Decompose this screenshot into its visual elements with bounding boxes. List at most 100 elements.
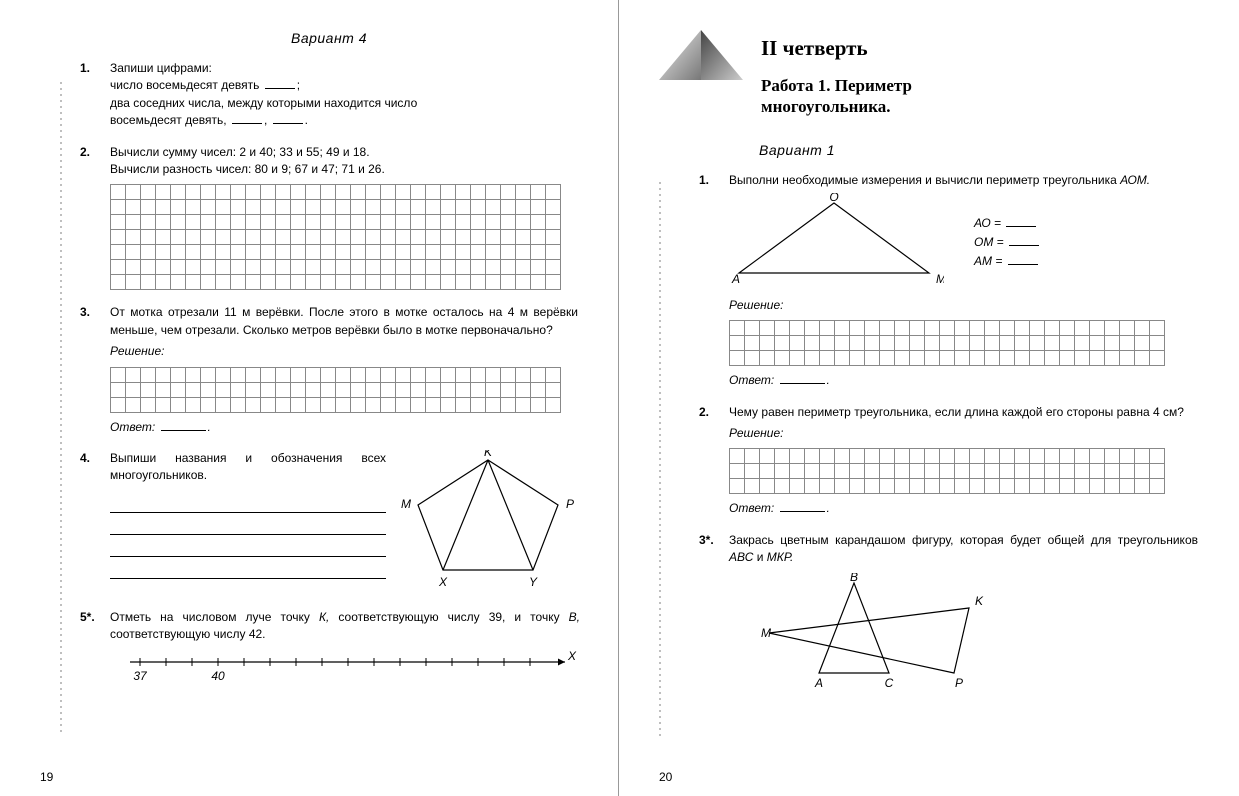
answer-row: Ответ: . <box>729 372 1198 389</box>
answer-label: Ответ: <box>110 420 159 434</box>
t4-text: Выпиши названия и обозначения всех много… <box>110 451 386 482</box>
left-content: Вариант 4 1. Запиши цифрами: число восем… <box>80 30 578 686</box>
solution-label: Решение: <box>729 425 1198 442</box>
triangle-aom: A O M <box>729 193 944 293</box>
answer-grid-t2[interactable] <box>110 184 561 290</box>
page-number-left: 19 <box>40 770 53 784</box>
rtask-1: 1. Выполни необходимые измерения и вычис… <box>699 172 1198 390</box>
task-2-body: Вычисли сумму чисел: 2 и 40; 33 и 55; 49… <box>110 144 578 291</box>
label-B: B <box>850 573 858 584</box>
rtask-3-num: 3*. <box>699 532 729 547</box>
rt1-fig-row: A O M АО = ОМ = АМ = <box>729 193 1198 293</box>
right-content: Вариант 1 1. Выполни необходимые измерен… <box>699 142 1198 691</box>
answer-grid-rt1[interactable] <box>729 320 1165 366</box>
task-5-num: 5*. <box>80 609 110 624</box>
t1-line4a: восемьдесят девять, <box>110 113 230 127</box>
rt3-mkp: МКР. <box>767 550 794 564</box>
rt1-em: АОМ. <box>1120 173 1150 187</box>
write-line[interactable] <box>110 563 386 579</box>
rt1-text: Выполни необходимые измерения и вычисли … <box>729 173 1120 187</box>
rtask-2-num: 2. <box>699 404 729 419</box>
t3-text: От мотка отрезали 11 м верёвки. После эт… <box>110 305 578 336</box>
t4-left: Выпиши названия и обозначения всех много… <box>110 450 386 595</box>
section-title: II четверть <box>761 36 1198 61</box>
variant-title-left: Вариант 4 <box>80 30 578 46</box>
answer-row: Ответ: . <box>110 419 578 436</box>
task-1-body: Запиши цифрами: число восемьдесят девять… <box>110 60 578 130</box>
answer-end: . <box>827 501 830 515</box>
blank[interactable] <box>273 123 303 124</box>
task-4-num: 4. <box>80 450 110 465</box>
t5-v: В, <box>569 610 580 624</box>
rtask-2: 2. Чему равен периметр треугольника, есл… <box>699 404 1198 518</box>
eq-block: АО = ОМ = АМ = <box>974 214 1041 272</box>
write-line[interactable] <box>110 519 386 535</box>
rt3-and: и <box>753 550 766 564</box>
blank[interactable] <box>780 511 825 512</box>
blank[interactable] <box>1008 264 1038 265</box>
answer-grid-rt2[interactable] <box>729 448 1165 494</box>
blank[interactable] <box>265 88 295 89</box>
page-number-right: 20 <box>659 770 672 784</box>
eq1: АО = <box>974 214 1041 233</box>
answer-label: Ответ: <box>729 501 778 515</box>
t1-line4c: . <box>305 113 308 127</box>
task-5-body: Отметь на числовом луче точку К, соответ… <box>110 609 580 686</box>
t1-line1: Запиши цифрами: <box>110 61 212 75</box>
eq2: ОМ = <box>974 233 1041 252</box>
answer-row: Ответ: . <box>729 500 1198 517</box>
blank[interactable] <box>232 123 262 124</box>
rtask-1-num: 1. <box>699 172 729 187</box>
page-right: II четверть Работа 1. Периметр многоугол… <box>619 0 1238 796</box>
right-header: II четверть Работа 1. Периметр многоугол… <box>659 30 1198 134</box>
task-1-num: 1. <box>80 60 110 75</box>
work-title: Работа 1. Периметр многоугольника. <box>761 75 1198 118</box>
t2-line1: Вычисли сумму чисел: 2 и 40; 33 и 55; 49… <box>110 145 370 159</box>
t1-line4b: , <box>264 113 271 127</box>
label-M: M <box>761 626 771 640</box>
dotted-rule-right <box>659 180 661 736</box>
write-line[interactable] <box>110 541 386 557</box>
label-A: A <box>731 272 740 286</box>
t4-figure: K M P X Y <box>398 450 578 595</box>
label-K: K <box>975 594 984 608</box>
axis-label-X: X <box>567 650 577 663</box>
t5-a: Отметь на числовом луче точку <box>110 610 319 624</box>
label-P: P <box>955 676 963 690</box>
solution-label: Решение: <box>110 343 578 360</box>
eq3: АМ = <box>974 252 1041 271</box>
t5-k: К, <box>319 610 329 624</box>
task-3: 3. От мотка отрезали 11 м верёвки. После… <box>80 304 578 436</box>
dotted-rule-left <box>60 80 62 736</box>
answer-grid-t3[interactable] <box>110 367 561 413</box>
blank[interactable] <box>1006 226 1036 227</box>
label-K: K <box>484 450 493 459</box>
page-left: Вариант 4 1. Запиши цифрами: число восем… <box>0 0 619 796</box>
rtask-3-body: Закрась цветным карандашом фигуру, котор… <box>729 532 1198 691</box>
blank[interactable] <box>161 430 206 431</box>
label-Y: Y <box>529 575 538 589</box>
triangle-ornament-icon <box>659 30 743 84</box>
eq3-label: АМ = <box>974 254 1002 268</box>
answer-label: Ответ: <box>729 373 778 387</box>
answer-end: . <box>827 373 830 387</box>
write-line[interactable] <box>110 497 386 513</box>
tick-label-37: 37 <box>133 669 148 683</box>
task-1: 1. Запиши цифрами: число восемьдесят дев… <box>80 60 578 130</box>
t1-line2b: ; <box>297 78 300 92</box>
blank[interactable] <box>1009 245 1039 246</box>
blank[interactable] <box>780 383 825 384</box>
t1-line2a: число восемьдесят девять <box>110 78 263 92</box>
label-O: O <box>829 193 838 204</box>
rt3-fig-wrap: A B C M K P <box>759 573 1198 691</box>
rt3-a: Закрась цветным карандашом фигуру, котор… <box>729 533 1198 547</box>
answer-end: . <box>208 420 211 434</box>
rtask-3: 3*. Закрась цветным карандашом фигуру, к… <box>699 532 1198 691</box>
task-5: 5*. Отметь на числовом луче точку К, соо… <box>80 609 578 686</box>
task-2: 2. Вычисли сумму чисел: 2 и 40; 33 и 55;… <box>80 144 578 291</box>
label-M: M <box>401 497 411 511</box>
label-C: C <box>885 676 894 690</box>
rtask-1-body: Выполни необходимые измерения и вычисли … <box>729 172 1198 390</box>
eq1-label: АО = <box>974 216 1001 230</box>
solution-label: Решение: <box>729 297 1198 314</box>
